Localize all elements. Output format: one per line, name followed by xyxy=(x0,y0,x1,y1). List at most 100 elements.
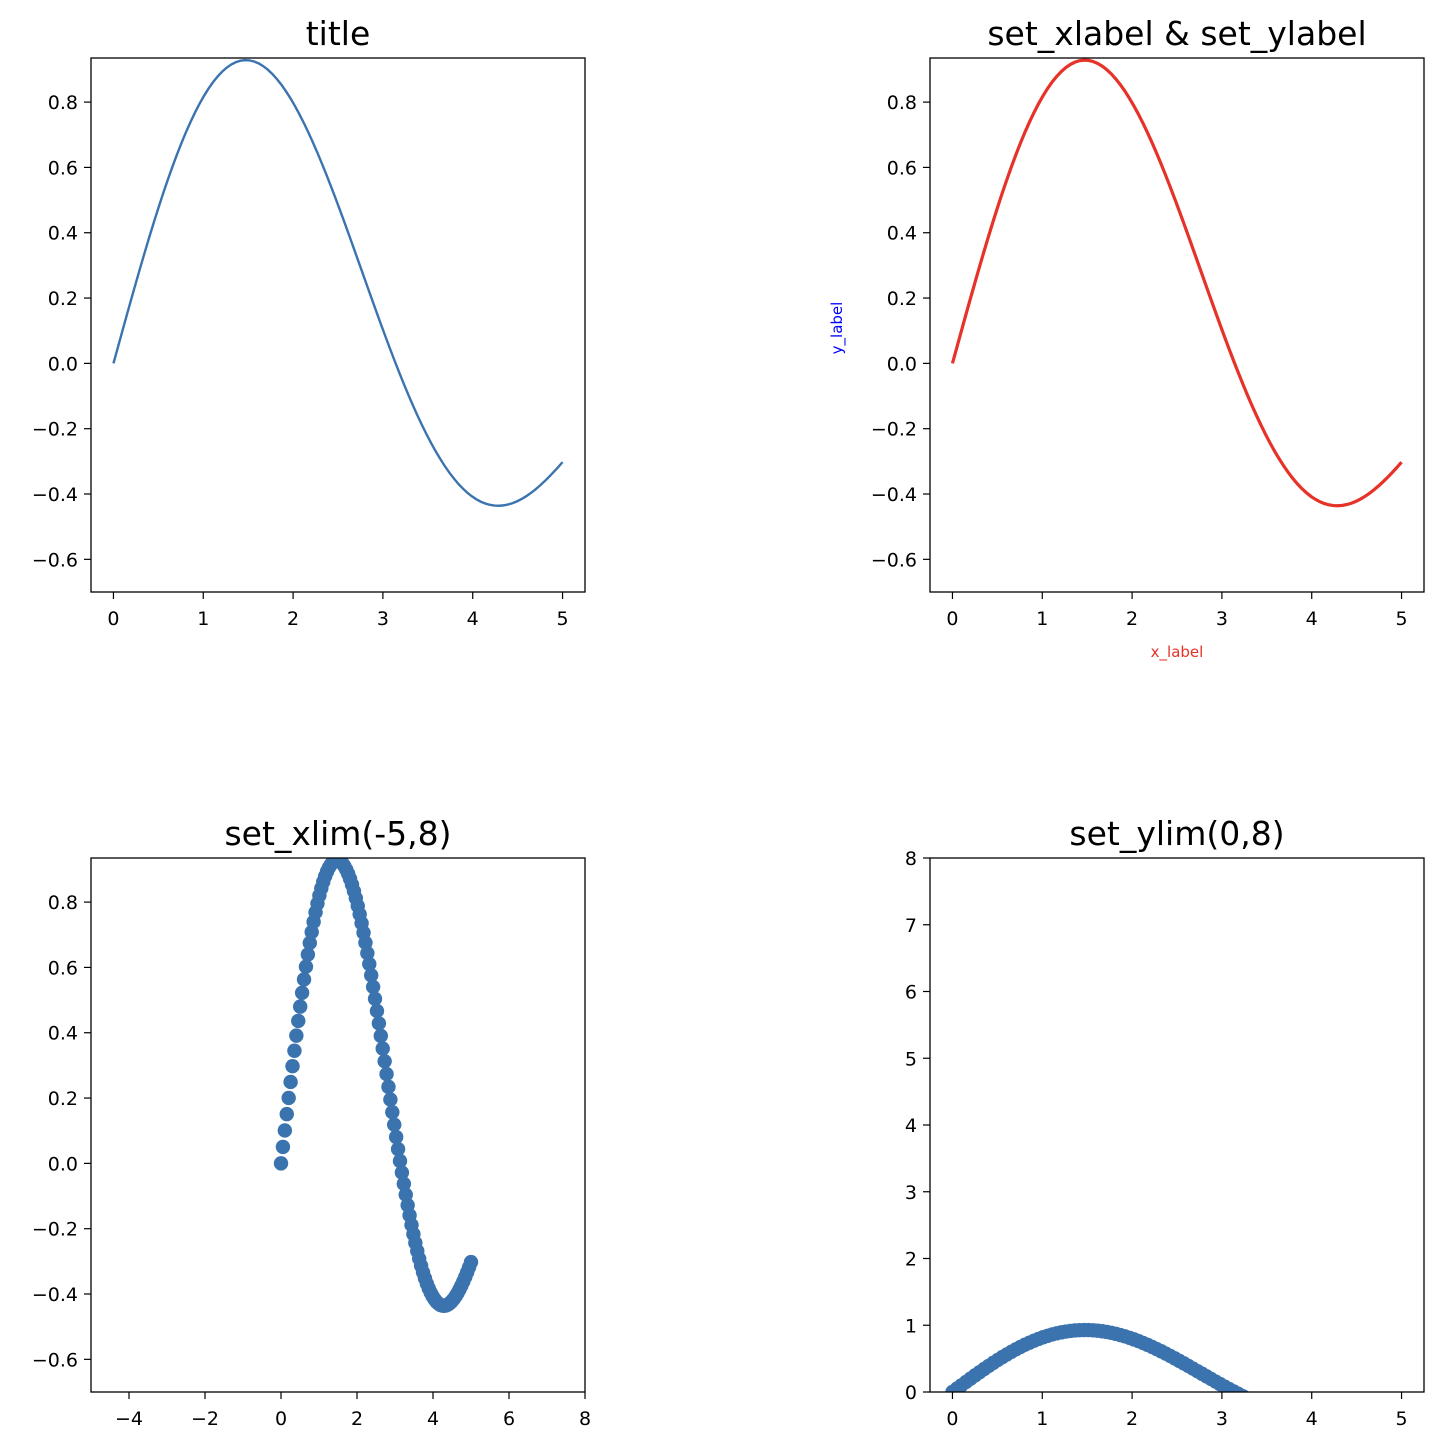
x-tick-label: 0 xyxy=(946,608,958,630)
x-tick-label: 1 xyxy=(197,608,209,630)
x-tick-label: 4 xyxy=(467,608,479,630)
scatter-point xyxy=(1290,1409,1304,1423)
scatter-point xyxy=(281,1090,296,1106)
scatter-point xyxy=(373,1028,388,1044)
scatter-point xyxy=(1317,1413,1331,1427)
scatter-point xyxy=(1335,1414,1349,1428)
scatter-point xyxy=(1344,1413,1358,1427)
subplot-title: title xyxy=(306,14,371,53)
y-tick-label: 4 xyxy=(905,1115,917,1137)
x-tick-label: 0 xyxy=(275,1408,287,1430)
x-tick-label: 1 xyxy=(1036,1408,1048,1430)
scatter-point xyxy=(275,1139,291,1155)
scatter-point xyxy=(1231,1386,1246,1392)
scatter-point xyxy=(277,1123,293,1138)
x-tick-label: 3 xyxy=(1216,1408,1228,1430)
x-tick-label: 5 xyxy=(1395,608,1407,630)
scatter-point xyxy=(1254,1397,1268,1411)
scatter-point xyxy=(369,1003,385,1019)
x-tick-label: 3 xyxy=(1216,608,1228,630)
scatter-point xyxy=(367,991,383,1007)
scatter-point xyxy=(289,1028,304,1043)
scatter-point xyxy=(292,999,308,1014)
x-tick-label: 2 xyxy=(1126,608,1138,630)
scatter-point xyxy=(300,947,316,962)
x-tick-label: 0 xyxy=(946,1408,958,1430)
scatter-point xyxy=(392,1153,408,1169)
scatter-point xyxy=(390,1141,406,1157)
scatter-point xyxy=(1372,1410,1386,1424)
y-tick-label: −0.4 xyxy=(871,484,917,506)
subplot-ax3: −4 −2 0 2 4 6 8 −0.6 −0.4 −0.2 0.0 0.2 0.4 0.6 0.8 set_… xyxy=(32,814,591,1430)
x-tick-label: 4 xyxy=(1306,608,1318,630)
subplot-title: set_xlim(-5,8) xyxy=(224,814,451,853)
scatter-point xyxy=(273,1156,289,1171)
scatter-point xyxy=(1281,1407,1295,1421)
scatter-point xyxy=(1263,1401,1277,1415)
scatter-point xyxy=(279,1106,294,1122)
x-tick-label: 4 xyxy=(1306,1408,1318,1430)
scatter-point xyxy=(377,1054,392,1069)
x-tick-label: 3 xyxy=(377,608,389,630)
scatter-point xyxy=(1349,1413,1363,1427)
scatter-point xyxy=(379,1066,394,1082)
y-tick-label: 0.6 xyxy=(48,957,78,979)
scatter-point xyxy=(362,956,377,972)
y-tick-label: 2 xyxy=(905,1249,917,1271)
y-tick-label: 0.8 xyxy=(887,92,917,114)
scatter-point xyxy=(360,945,375,961)
subplot-ax4: 0 1 2 3 4 5 0 1 2 3 4 5 6 7 8 set_ylim(0,8) xyxy=(905,814,1425,1430)
scatter-point xyxy=(1249,1395,1263,1409)
y-tick-label: 0.0 xyxy=(48,1153,78,1175)
scatter-point xyxy=(1340,1414,1354,1428)
x-tick-label: 2 xyxy=(1126,1408,1138,1430)
scatter-point xyxy=(302,935,317,951)
y-tick-label: 3 xyxy=(905,1182,917,1204)
scatter-point xyxy=(291,1013,306,1029)
y-axis-label: y_label xyxy=(828,302,847,355)
x-tick-label: 0 xyxy=(107,608,119,630)
scatter-point xyxy=(385,1105,400,1120)
y-tick-label: 0.8 xyxy=(48,92,78,114)
scatter-point xyxy=(283,1074,298,1090)
y-tick-label: 8 xyxy=(905,848,917,870)
scatter-point xyxy=(387,1117,402,1132)
scatter-point xyxy=(1267,1403,1281,1417)
scatter-point xyxy=(285,1058,300,1074)
x-tick-label: −4 xyxy=(115,1408,143,1430)
scatter-point xyxy=(1258,1399,1272,1413)
scatter-point xyxy=(381,1079,396,1095)
x-tick-label: 2 xyxy=(287,608,299,630)
y-tick-label: −0.2 xyxy=(32,1219,78,1241)
y-tick-label: −0.6 xyxy=(32,549,78,571)
y-tick-label: 0.0 xyxy=(887,353,917,375)
scatter-point xyxy=(1376,1409,1390,1423)
y-tick-label: 0.8 xyxy=(48,892,78,914)
scatter-point xyxy=(1285,1408,1299,1422)
scatter-point xyxy=(375,1041,390,1056)
scatter-point xyxy=(1322,1414,1336,1428)
axes-frame xyxy=(90,57,586,593)
x-tick-label: 2 xyxy=(351,1408,363,1430)
series-line xyxy=(950,58,1403,508)
scatter-point xyxy=(1276,1406,1290,1420)
x-axis-label: x_label xyxy=(1151,643,1204,662)
scatter-point xyxy=(1367,1411,1381,1425)
scatter-point xyxy=(383,1092,398,1107)
y-tick-label: −0.4 xyxy=(32,1284,78,1306)
subplot-ax1: 0 1 2 3 4 5 −0.6 −0.4 −0.2 0.0 0.2 0.4 0.6 0.8 title xyxy=(32,14,586,630)
scatter-point xyxy=(1245,1393,1259,1407)
y-tick-label: 0.6 xyxy=(887,157,917,179)
scatter-point xyxy=(1354,1413,1368,1427)
y-tick-label: −0.2 xyxy=(871,419,917,441)
scatter-point xyxy=(394,1165,410,1180)
y-tick-label: 7 xyxy=(905,915,917,937)
y-tick-label: 0 xyxy=(905,1382,917,1404)
y-tick-label: 0.2 xyxy=(48,1088,78,1110)
x-tick-label: 1 xyxy=(1036,608,1048,630)
x-tick-label: 6 xyxy=(503,1408,515,1430)
y-tick-label: 0.6 xyxy=(48,157,78,179)
series-ax4 xyxy=(945,1322,1390,1428)
y-tick-label: 0.4 xyxy=(887,223,917,245)
